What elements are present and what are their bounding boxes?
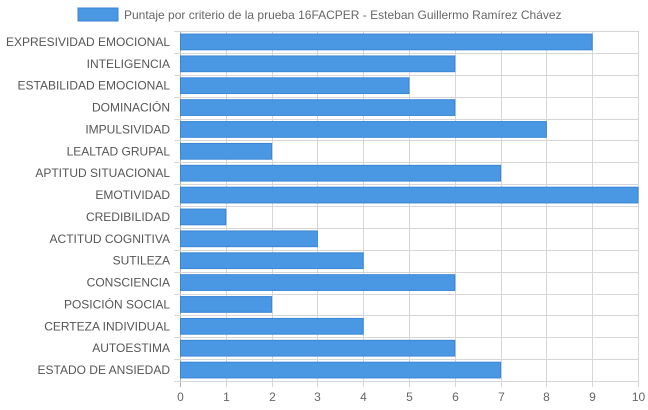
category-label: AUTOESTIMA — [92, 341, 170, 355]
x-axis-ticks: 0 1 2 3 4 5 6 7 8 9 10 — [177, 390, 645, 404]
category-label: ESTABILIDAD EMOCIONAL — [18, 79, 171, 93]
x-tick-label: 8 — [543, 390, 550, 404]
x-tick-label: 1 — [223, 390, 230, 404]
category-label: CONSCIENCIA — [87, 276, 170, 290]
category-label: CERTEZA INDIVIDUAL — [44, 319, 170, 333]
x-tick-label: 4 — [360, 390, 367, 404]
category-label: EMOTIVIDAD — [95, 188, 170, 202]
legend[interactable]: Puntaje por criterio de la prueba 16FACP… — [77, 7, 562, 22]
category-label: EXPRESIVIDAD EMOCIONAL — [6, 35, 170, 49]
category-label: SUTILEZA — [113, 254, 170, 268]
bar[interactable] — [180, 274, 456, 291]
bar[interactable] — [180, 77, 410, 95]
bar[interactable] — [180, 55, 456, 73]
bar[interactable] — [180, 339, 456, 357]
bar[interactable] — [180, 252, 364, 270]
x-tick-label: 10 — [632, 390, 646, 404]
bar[interactable] — [180, 317, 364, 335]
bar[interactable] — [180, 33, 593, 51]
bar[interactable] — [180, 142, 273, 160]
category-label: ACTITUD COGNITIVA — [50, 232, 170, 246]
bar[interactable] — [180, 361, 502, 379]
bar[interactable] — [180, 121, 547, 138]
category-label: APTITUD SITUACIONAL — [35, 166, 170, 180]
category-label: POSICIÓN SOCIAL — [64, 296, 170, 311]
category-label: INTELIGENCIA — [87, 57, 170, 71]
bar[interactable] — [180, 208, 227, 226]
category-label: ESTADO DE ANSIEDAD — [38, 363, 171, 377]
category-labels: EXPRESIVIDAD EMOCIONAL INTELIGENCIA ESTABI… — [6, 35, 170, 377]
bars — [180, 33, 639, 379]
x-tick-label: 6 — [452, 390, 459, 404]
x-tick-label: 5 — [406, 390, 413, 404]
bar[interactable] — [180, 99, 456, 116]
category-label: LEALTAD GRUPAL — [67, 144, 171, 158]
bar[interactable] — [180, 230, 318, 248]
x-tick-label: 9 — [589, 390, 596, 404]
bar[interactable] — [180, 164, 502, 182]
bar[interactable] — [180, 186, 639, 204]
category-label: DOMINACIÓN — [92, 100, 170, 115]
bar[interactable] — [180, 296, 273, 313]
legend-swatch — [77, 7, 119, 22]
x-tick-label: 3 — [314, 390, 321, 404]
x-tick-label: 0 — [177, 390, 184, 404]
x-tick-label: 7 — [498, 390, 505, 404]
legend-label: Puntaje por criterio de la prueba 16FACP… — [124, 8, 562, 22]
category-label: CREDIBILIDAD — [86, 210, 170, 224]
category-label: IMPULSIVIDAD — [85, 122, 170, 136]
x-tick-label: 2 — [269, 390, 276, 404]
